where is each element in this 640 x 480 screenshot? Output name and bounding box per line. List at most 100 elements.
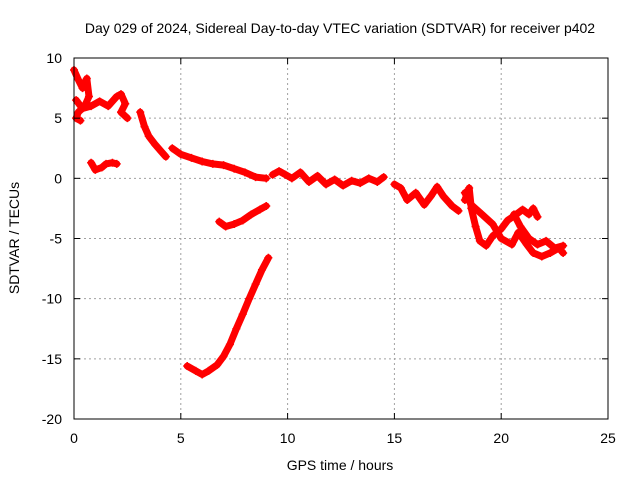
y-tick-label: -5 [50, 231, 63, 247]
data-point-marker [339, 181, 348, 190]
data-point-marker [507, 240, 516, 249]
y-tick-label: -15 [42, 351, 62, 367]
data-point-marker [296, 168, 305, 177]
data-point-marker [104, 102, 113, 111]
series-track-f [268, 167, 388, 190]
data-point-marker [247, 210, 256, 219]
data-point-marker [420, 200, 429, 209]
x-tick-label: 5 [177, 430, 185, 446]
data-point-marker [91, 165, 100, 174]
y-tick-label: -10 [42, 291, 62, 307]
data-point-marker [264, 253, 273, 262]
data-point-marker [72, 96, 81, 105]
data-point-marker [116, 108, 125, 117]
data-point-marker [533, 240, 542, 249]
data-point-marker [379, 173, 388, 182]
data-point-marker [102, 159, 111, 168]
series-track-j [510, 210, 568, 253]
data-point-marker [116, 90, 125, 99]
data-point-marker [136, 108, 145, 117]
grid-layer [74, 58, 608, 419]
data-point-marker [208, 159, 217, 168]
series-track-e [168, 144, 271, 183]
data-point-marker [522, 240, 531, 249]
data-point-marker [503, 216, 512, 225]
data-point-marker [78, 84, 87, 93]
data-point-marker [287, 174, 296, 183]
data-point-marker [518, 205, 527, 214]
series-track-a [70, 66, 93, 125]
series-track-c [87, 158, 121, 174]
data-point-marker [84, 92, 93, 101]
data-point-marker [373, 177, 382, 186]
data-point-marker [191, 366, 200, 375]
data-point-marker [215, 217, 224, 226]
series-layer [70, 66, 568, 379]
series-track-b [72, 90, 132, 123]
data-point-marker [304, 177, 313, 186]
data-point-marker [230, 220, 239, 229]
data-point-marker [262, 174, 271, 183]
data-point-marker [240, 168, 249, 177]
data-point-marker [475, 236, 484, 245]
data-point-marker [471, 222, 480, 231]
data-point-marker [524, 234, 533, 243]
data-point-marker [364, 174, 373, 183]
x-tick-label: 0 [70, 430, 78, 446]
data-point-marker [87, 102, 96, 111]
data-point-marker [76, 116, 85, 125]
series-track-d [136, 108, 170, 161]
data-point-marker [347, 176, 356, 185]
data-point-marker [219, 161, 228, 170]
data-point-marker [403, 195, 412, 204]
data-point-marker [108, 158, 117, 167]
x-axis-title: GPS time / hours [287, 457, 394, 473]
data-point-marker [255, 205, 264, 214]
data-point-marker [112, 92, 121, 101]
data-point-marker [559, 241, 568, 250]
data-point-marker [488, 220, 497, 229]
data-point-marker [262, 202, 271, 211]
data-point-marker [396, 183, 405, 192]
y-tick-label: 5 [54, 110, 62, 126]
label-layer: 0 5 10 15 20 25 -20 -15 -10 -5 0 5 10 [42, 50, 616, 446]
x-tick-label: 15 [387, 430, 403, 446]
data-point-marker [95, 97, 104, 106]
data-point-marker [245, 294, 254, 303]
data-point-marker [97, 163, 106, 172]
data-point-marker [529, 204, 538, 213]
data-point-marker [537, 252, 546, 261]
series-band [183, 254, 272, 378]
data-point-marker [482, 241, 491, 250]
y-tick-label: 10 [46, 50, 62, 66]
data-point-marker [268, 170, 277, 179]
series-track-g [390, 180, 463, 215]
tick-layer [73, 57, 609, 420]
data-point-marker [257, 265, 266, 274]
data-point-marker [74, 75, 83, 84]
data-point-marker [198, 370, 207, 379]
data-point-marker [356, 179, 365, 188]
data-point-marker [251, 173, 260, 182]
data-point-marker [161, 152, 170, 161]
y-axis-title: SDTVAR / TECUs [6, 182, 22, 294]
y-tick-label: 0 [54, 170, 62, 186]
data-point-marker [176, 150, 185, 159]
data-point-marker [497, 234, 506, 243]
data-point-marker [213, 360, 222, 369]
data-point-marker [238, 216, 247, 225]
data-point-marker [157, 147, 166, 156]
data-point-marker [151, 140, 160, 149]
data-point-marker [460, 188, 469, 197]
data-point-marker [144, 132, 153, 141]
y-tick-label: -20 [42, 411, 62, 427]
data-point-marker [546, 248, 555, 257]
data-point-marker [112, 159, 121, 168]
data-point-marker [411, 188, 420, 197]
data-point-marker [465, 183, 474, 192]
x-tick-label: 25 [600, 430, 616, 446]
series-track-l [183, 253, 273, 379]
data-point-marker [533, 212, 542, 221]
